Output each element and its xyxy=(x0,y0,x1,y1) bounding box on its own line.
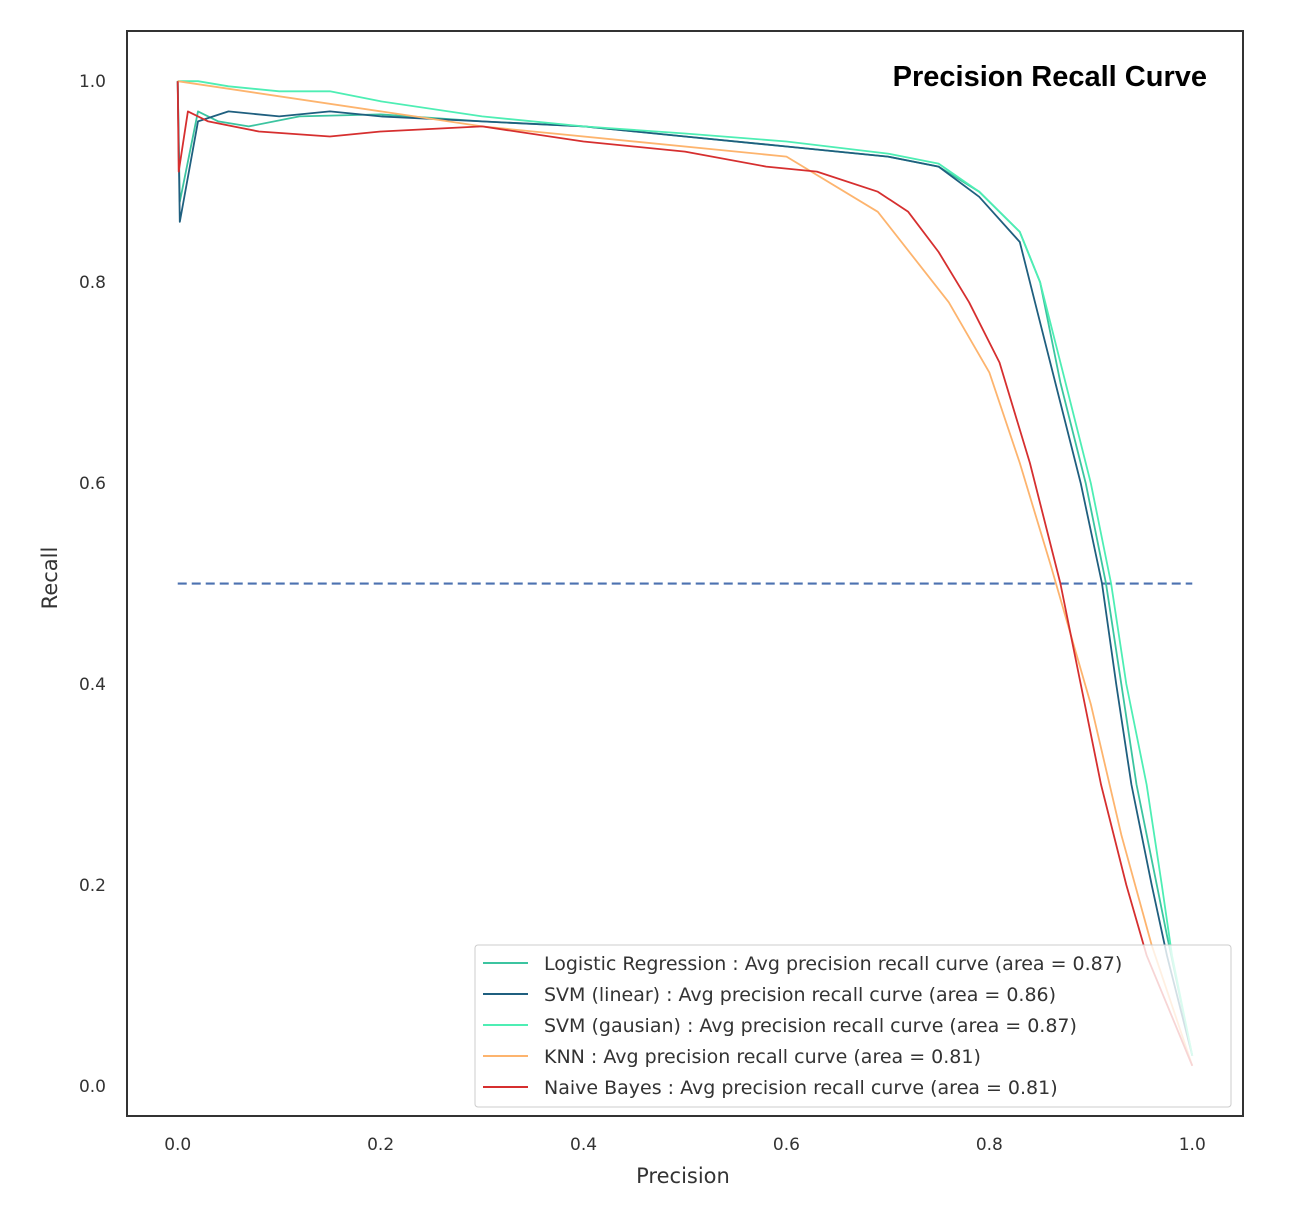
series-line-4 xyxy=(176,81,1194,1067)
y-tick-label: 0.0 xyxy=(79,1077,106,1097)
x-tick-label: 0.8 xyxy=(976,1135,1003,1155)
series-line-1 xyxy=(176,81,1194,1056)
y-tick-label: 0.8 xyxy=(79,273,106,293)
chart-title: Precision Recall Curve xyxy=(893,61,1207,93)
y-tick-label: 0.4 xyxy=(79,675,106,695)
x-tick-label: 0.4 xyxy=(570,1135,597,1155)
legend-entry: KNN : Avg precision recall curve (area =… xyxy=(544,1046,981,1068)
x-tick-label: 0.2 xyxy=(367,1135,394,1155)
y-tick-label: 0.2 xyxy=(79,876,106,896)
legend: Logistic Regression : Avg precision reca… xyxy=(474,944,1232,1108)
legend-entry: SVM (gausian) : Avg precision recall cur… xyxy=(544,1015,1077,1037)
x-tick-label: 1.0 xyxy=(1179,1135,1206,1155)
series-line-2 xyxy=(177,80,1194,1056)
y-tick-label: 0.6 xyxy=(79,474,106,494)
legend-entry: Naive Bayes : Avg precision recall curve… xyxy=(544,1077,1058,1099)
series-line-3 xyxy=(177,80,1194,1067)
legend-entry: Logistic Regression : Avg precision reca… xyxy=(544,953,1122,975)
legend-entry: SVM (linear) : Avg precision recall curv… xyxy=(544,984,1056,1006)
x-axis-label: Precision xyxy=(636,1164,730,1188)
y-axis-label: Recall xyxy=(38,547,62,610)
y-tick-label: 1.0 xyxy=(79,72,106,92)
x-tick-label: 0.0 xyxy=(164,1135,191,1155)
x-tick-label: 0.6 xyxy=(773,1135,800,1155)
